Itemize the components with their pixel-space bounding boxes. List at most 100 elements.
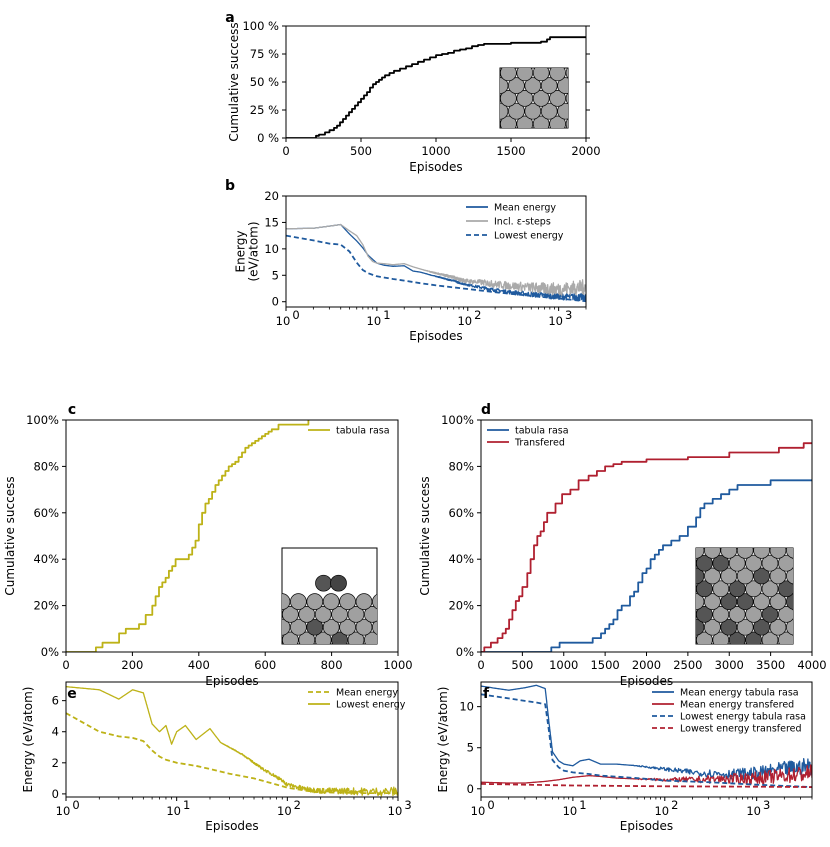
c-xtick-label: 800: [321, 658, 343, 672]
b-ytick-label: 15: [264, 215, 279, 229]
d-inset-atom: [696, 567, 705, 585]
f-ytick-label: 0: [467, 782, 474, 796]
d-inset-atom: [762, 530, 778, 546]
c-inset-atom: [339, 618, 356, 636]
c-inset-atom: [331, 631, 348, 644]
b-ytick-label: 10: [264, 242, 279, 256]
f-xtick-label: 10: [563, 804, 578, 818]
c-ytick-label: 60%: [33, 506, 59, 520]
c-inset-atom: [364, 631, 377, 644]
c-inset-atom: [347, 631, 365, 644]
d-inset-atom: [761, 631, 779, 644]
a-inset-atom: [516, 90, 534, 107]
a-xtick-label: 0: [282, 144, 289, 158]
d-xlabel: Episodes: [620, 674, 673, 688]
d-inset-atom: [696, 554, 713, 572]
d-inset-atom: [728, 631, 746, 644]
d-inset-atom: [712, 580, 730, 598]
d-inset-atom: [786, 548, 793, 559]
b-xtick-exponent: 1: [383, 308, 390, 322]
d-inset-atom: [696, 606, 713, 623]
d-inset-atom: [753, 593, 770, 610]
d-inset-atom: [769, 548, 787, 559]
e-xtick-exponent: 1: [183, 798, 190, 812]
c-inset-atom: [372, 619, 377, 635]
a-inset-atom: [514, 68, 519, 69]
c-inset-atom: [306, 618, 324, 636]
a-ylabel: Cumulative success: [227, 22, 241, 141]
c-inset-atom: [298, 631, 316, 644]
d-inset-atom: [720, 548, 738, 559]
a-panel-letter: a: [225, 10, 234, 26]
d-inset-atoms: [696, 530, 794, 644]
d-inset-atom: [753, 567, 770, 585]
f-series-mean-energy-tabula-rasa: [481, 684, 812, 780]
e-series-mean-energy: [66, 712, 398, 794]
d-xtick-label: 1500: [590, 658, 619, 672]
panel-a: 0 % 25 % 50 % 75 % 100 % 0 500 1000 1500 2000 Epis…: [225, 10, 600, 174]
c-axes-frame: [65, 419, 399, 653]
b-series-lowest-energy: [286, 234, 586, 303]
f-ylabel: Energy (eV/atom): [436, 687, 450, 793]
c-inset-atom: [314, 631, 332, 644]
a-inset-atom: [516, 115, 534, 128]
d-inset-atom: [696, 560, 697, 566]
d-series-tabula-rasa: [481, 479, 812, 652]
a-inset-atom: [532, 90, 550, 107]
e-xtick-exponent: 2: [294, 798, 301, 812]
f-xtick-label: 10: [654, 804, 669, 818]
a-inset-atom: [540, 102, 558, 120]
d-inset-atom: [728, 580, 746, 598]
e-legend-label: Lowest energy: [336, 700, 406, 711]
d-inset-atom: [745, 631, 762, 644]
d-inset-atom: [696, 637, 697, 643]
a-ytick-label: 75 %: [250, 47, 279, 61]
c-ytick-label: 80%: [33, 459, 59, 473]
e-xtick-label: 10: [56, 804, 71, 818]
a-inset-atom: [565, 92, 568, 105]
f-xlabel: Episodes: [620, 819, 673, 833]
a-inset-atom: [540, 77, 558, 94]
d-inset-atom: [704, 593, 721, 610]
d-inset-atom: [728, 606, 746, 623]
c-inset-atom: [364, 606, 377, 623]
a-inset-atom: [500, 102, 509, 120]
d-inset-atom: [720, 567, 738, 585]
d-panel-letter: d: [481, 402, 491, 418]
f-panel-letter: f: [483, 686, 490, 702]
b-ytick-label: 0: [272, 295, 279, 309]
d-ytick-label: 40%: [448, 552, 474, 566]
c-inset-atom: [282, 606, 299, 623]
a-inset-atom: [500, 77, 509, 94]
a-inset-atom: [532, 115, 550, 128]
a-inset-atom: [563, 68, 568, 69]
b-xtick-exponent: 3: [565, 308, 572, 322]
e-xtick-exponent: 3: [404, 798, 411, 812]
f-ytick-label: 10: [459, 700, 474, 714]
a-inset-atom: [549, 90, 566, 107]
a-xtick-label: 500: [350, 144, 372, 158]
a-xtick-label: 1500: [496, 144, 525, 158]
c-inset-atom: [355, 593, 373, 610]
c-ytick-label: 0%: [41, 645, 59, 659]
a-inset-atoms: [500, 68, 568, 128]
b-ytick-label: 20: [264, 189, 279, 203]
c-inset-adatom: [330, 574, 347, 592]
d-xtick-label: 2500: [673, 658, 702, 672]
e-plot-area: [66, 686, 398, 797]
c-xtick-label: 200: [121, 658, 143, 672]
a-ytick-label: 100 %: [242, 19, 279, 33]
c-inset-atom: [372, 593, 377, 610]
c-panel-letter: c: [68, 402, 76, 418]
d-legend-label: Transfered: [514, 438, 565, 449]
a-inset-atom: [508, 102, 525, 120]
c-inset-atom: [322, 618, 340, 636]
d-inset-atom: [736, 618, 754, 636]
c-xtick-label: 600: [254, 658, 276, 672]
d-ytick-label: 80%: [448, 459, 474, 473]
f-legend-label: Mean energy tabula rasa: [680, 688, 799, 699]
e-ytick-label: 2: [52, 756, 59, 770]
d-inset-atom: [778, 530, 794, 546]
